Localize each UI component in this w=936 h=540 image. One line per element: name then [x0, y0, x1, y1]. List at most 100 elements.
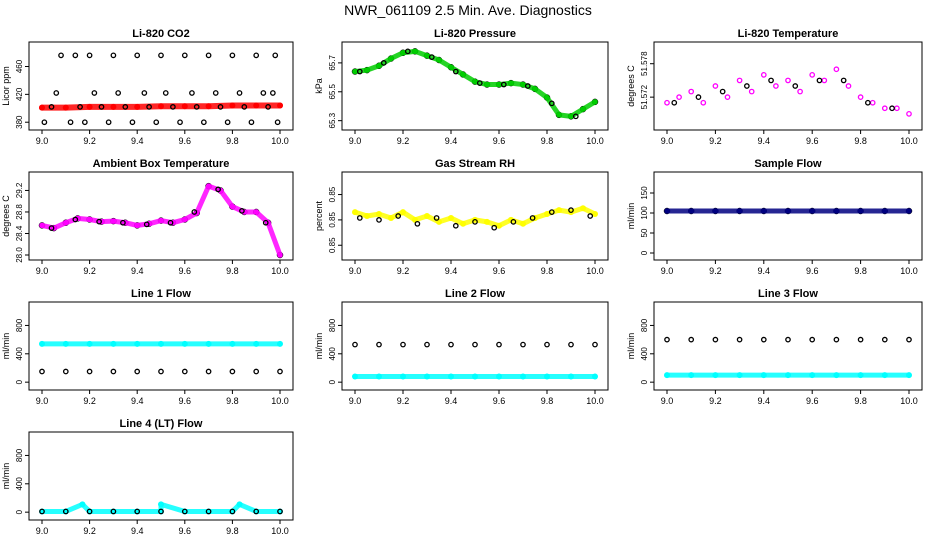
chart-panel-10: Line 4 (LT) Flow ml/min 9.0 9.2 9.4 9.6 9.8 10.… — [1, 418, 294, 536]
data-point — [773, 83, 779, 89]
y-tick-label: 0 — [328, 379, 337, 384]
x-tick-label: 9.8 — [541, 396, 554, 406]
y-axis-label: ml/min — [626, 203, 636, 230]
data-point — [736, 336, 743, 343]
data-point — [53, 90, 60, 96]
x-tick-label: 9.4 — [445, 396, 458, 406]
x-tick-label: 9.4 — [131, 266, 144, 276]
data-point — [134, 368, 141, 375]
y-tick-label: 800 — [640, 318, 649, 332]
chart-title: Line 2 Flow — [445, 288, 505, 300]
x-tick-label: 9.6 — [806, 136, 819, 146]
y-tick-label: 800 — [15, 318, 24, 332]
data-point — [592, 341, 598, 348]
x-tick-label: 9.6 — [806, 266, 819, 276]
data-point — [676, 94, 682, 100]
chart-title: Line 3 Flow — [758, 288, 818, 300]
data-point — [452, 68, 459, 75]
data-point — [120, 219, 126, 226]
chart-title: Ambient Box Temperature — [93, 158, 230, 170]
data-point — [587, 213, 594, 219]
data-point — [193, 104, 200, 110]
data-point — [236, 90, 243, 96]
x-tick-label: 9.6 — [493, 396, 506, 406]
data-point — [39, 508, 45, 515]
data-point — [170, 104, 176, 110]
data-point — [724, 94, 731, 100]
x-tick-label: 9.8 — [541, 136, 554, 146]
x-tick-label: 9.4 — [758, 396, 771, 406]
data-point — [821, 77, 828, 84]
data-point — [809, 336, 816, 343]
data-point — [224, 119, 231, 126]
data-point — [496, 341, 502, 348]
chart-panel-7: Line 1 Flow ml/min 9.0 9.2 9.4 9.6 9.8 10.0 0 400… — [1, 288, 294, 406]
data-point — [167, 219, 174, 226]
data-point — [105, 119, 112, 126]
plot-frame — [28, 41, 294, 131]
y-axis-label: ml/min — [1, 463, 11, 490]
data-point — [146, 104, 152, 110]
x-tick-label: 10.0 — [586, 266, 604, 276]
x-tick-label: 9.8 — [541, 266, 554, 276]
data-point — [277, 508, 283, 515]
data-point — [205, 52, 212, 59]
x-tick-label: 9.4 — [445, 266, 458, 276]
y-tick-label: 150 — [640, 186, 649, 200]
y-tick-label: 0 — [15, 379, 24, 384]
x-tick-label: 9.8 — [854, 136, 867, 146]
y-axis-label: ml/min — [1, 333, 11, 360]
y-tick-label: 50 — [640, 228, 649, 237]
data-point — [833, 336, 840, 343]
data-point — [671, 99, 678, 106]
data-point — [768, 77, 774, 84]
data-point — [86, 508, 93, 515]
x-tick-label: 9.4 — [445, 136, 458, 146]
data-point — [86, 368, 93, 375]
x-tick-label: 9.0 — [36, 526, 49, 536]
data-point — [177, 119, 183, 126]
data-point — [162, 90, 169, 96]
data-point — [72, 52, 79, 59]
y-tick-label: 0 — [15, 509, 24, 514]
x-tick-label: 9.0 — [349, 396, 362, 406]
data-point — [158, 368, 164, 375]
data-point — [524, 83, 531, 89]
y-tick-label: 0.85 — [328, 186, 337, 202]
x-tick-label: 9.2 — [709, 136, 722, 146]
plot-frame — [28, 431, 294, 521]
data-point — [395, 213, 402, 219]
data-point — [134, 52, 141, 59]
data-point — [428, 54, 435, 60]
x-tick-label: 10.0 — [271, 136, 289, 146]
chart-title: Line 1 Flow — [131, 288, 191, 300]
data-point — [664, 99, 670, 106]
data-point — [404, 48, 411, 55]
data-point — [744, 83, 750, 89]
y-axis-label: degrees C — [626, 65, 636, 107]
data-point — [424, 341, 430, 348]
chart-panel-5: Gas Stream RH percent 9.0 9.2 9.4 9.6 9.8 10.0 0… — [314, 158, 609, 276]
x-tick-label: 9.6 — [179, 136, 192, 146]
y-tick-label: 100 — [640, 206, 649, 220]
data-point — [664, 336, 670, 343]
data-point — [270, 90, 276, 96]
data-point — [189, 90, 195, 96]
plot-frame — [28, 301, 294, 391]
x-tick-label: 9.2 — [83, 396, 96, 406]
x-tick-label: 9.8 — [854, 266, 867, 276]
x-tick-label: 9.8 — [226, 396, 239, 406]
data-point — [845, 83, 852, 89]
y-tick-label: 420 — [15, 87, 24, 101]
x-tick-label: 9.4 — [131, 136, 144, 146]
data-point — [158, 508, 164, 515]
data-point — [141, 90, 148, 96]
x-tick-label: 10.0 — [271, 526, 289, 536]
data-point — [77, 104, 83, 110]
y-tick-label: 0.85 — [328, 237, 337, 253]
data-point — [529, 215, 536, 221]
data-point — [72, 216, 79, 223]
data-point — [158, 52, 164, 59]
data-point — [239, 208, 245, 214]
